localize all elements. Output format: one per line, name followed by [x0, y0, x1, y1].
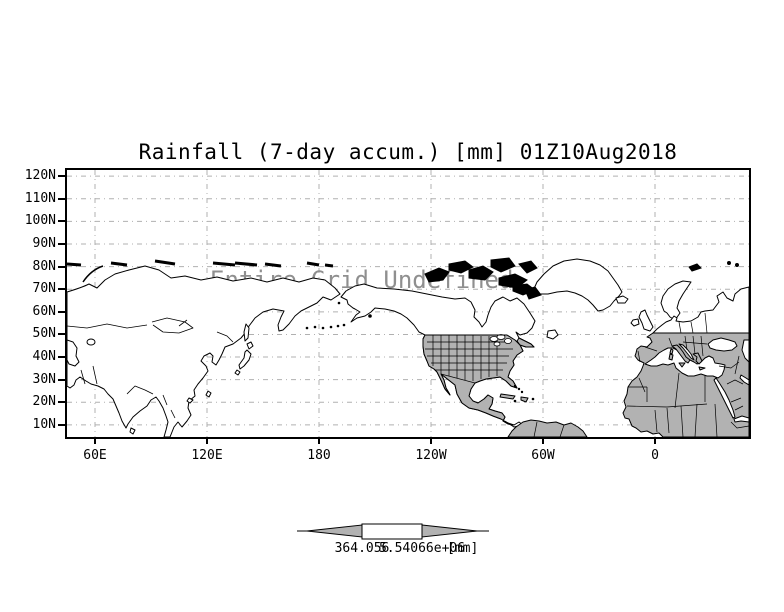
colorbar-right-label: 5.54066e+06	[378, 541, 466, 556]
y-axis-tick-label: 60N	[32, 303, 56, 319]
taiwan-island	[205, 390, 212, 398]
colorbar-left-label: 364.056	[334, 541, 390, 556]
colorbar-left-arrow	[306, 524, 363, 538]
arctic-islands	[67, 257, 739, 330]
svalbard	[688, 263, 702, 272]
y-axis-tick-label: 70N	[32, 281, 56, 297]
y-axis-tick	[58, 310, 67, 313]
sakhalin-island	[243, 323, 250, 342]
persian-gulf	[739, 374, 749, 386]
south-america-shaded	[507, 419, 588, 437]
y-axis-tick	[58, 423, 67, 426]
sri-lanka-island	[129, 427, 136, 435]
y-axis-tick	[58, 242, 67, 245]
iceland-island	[615, 295, 629, 304]
nova-scotia-shaded	[516, 337, 535, 348]
x-axis-tick	[318, 437, 320, 444]
y-axis-tick-label: 40N	[32, 349, 56, 365]
colorbar-right-arrow	[421, 524, 478, 538]
italy-peninsula	[671, 344, 691, 364]
bahamas-islands	[513, 384, 535, 403]
greece-peninsula	[692, 352, 703, 365]
corsica-island	[669, 348, 674, 355]
africa-country-borders	[626, 335, 749, 437]
y-axis-tick	[58, 197, 67, 200]
asia-landmass	[67, 265, 341, 437]
hokkaido-island	[246, 341, 254, 350]
y-axis-tick-label: 90N	[32, 235, 56, 251]
y-axis-tick-label: 50N	[32, 326, 56, 342]
y-axis-tick	[58, 265, 67, 268]
hispaniola-island	[520, 396, 529, 403]
sicily-island	[678, 362, 686, 368]
us-state-borders	[425, 335, 513, 384]
x-axis-tick-label: 120W	[415, 448, 447, 463]
y-axis-tick-label: 20N	[32, 394, 56, 410]
adriatic-sea	[678, 343, 695, 361]
caspian-sea	[67, 339, 80, 367]
colorbar	[295, 520, 491, 546]
honshu-island	[238, 349, 252, 370]
y-axis-tick	[58, 356, 67, 359]
y-axis-tick-label: 10N	[32, 416, 56, 432]
hainan-island	[186, 397, 194, 404]
y-axis-tick	[58, 175, 67, 178]
north-europe-landmass	[652, 286, 749, 334]
x-axis-tick	[542, 437, 544, 444]
x-axis-tick-label: 60E	[83, 448, 107, 463]
map-plot-frame: Entire Grid Undefined	[65, 168, 751, 439]
y-axis-tick	[58, 401, 67, 404]
south-america-borders	[533, 421, 565, 437]
x-axis-tick-label: 180	[307, 448, 331, 463]
y-axis-tick-label: 100N	[24, 213, 56, 229]
gulf-of-aden	[733, 415, 749, 423]
colorbar-unit-label: [mm]	[447, 541, 479, 556]
x-axis-tick-label: 0	[651, 448, 659, 463]
great-britain-island	[638, 309, 654, 332]
y-axis-tick	[58, 220, 67, 223]
cuba-island	[499, 393, 516, 400]
landmasses	[67, 258, 749, 437]
y-axis-tick-label: 80N	[32, 258, 56, 274]
scandinavia-landmass	[660, 280, 692, 321]
aleutian-islands	[305, 301, 372, 330]
x-axis-tick	[430, 437, 432, 444]
newfoundland-island	[546, 329, 559, 340]
plot-title: Rainfall (7-day accum.) [mm] 01Z10Aug201…	[138, 140, 678, 164]
x-axis-tick-label: 60W	[531, 448, 555, 463]
caspian-sea-south	[741, 339, 749, 363]
y-axis-tick-label: 120N	[24, 168, 56, 184]
y-axis-tick	[58, 333, 67, 336]
red-sea	[713, 377, 736, 419]
x-axis-tick	[654, 437, 656, 444]
x-axis-tick	[206, 437, 208, 444]
europe-country-borders	[678, 312, 708, 334]
ireland-island	[630, 318, 640, 327]
great-lakes	[489, 334, 512, 347]
novaya-zemlya	[82, 265, 104, 283]
sardinia-island	[668, 353, 674, 361]
x-axis-tick	[94, 437, 96, 444]
kyushu-island	[234, 369, 241, 376]
colorbar-box	[361, 523, 423, 540]
y-axis-tick-label: 30N	[32, 371, 56, 387]
x-axis-tick-label: 120E	[191, 448, 223, 463]
y-axis-tick	[58, 378, 67, 381]
y-axis-tick-label: 110N	[24, 190, 56, 206]
asia-country-borders	[67, 317, 234, 419]
black-sea	[707, 337, 738, 352]
aral-sea	[86, 338, 96, 346]
canadian-archipelago	[424, 257, 542, 300]
world-map: Entire Grid Undefined	[67, 170, 749, 437]
crete-island	[698, 366, 706, 371]
y-axis-tick	[58, 288, 67, 291]
